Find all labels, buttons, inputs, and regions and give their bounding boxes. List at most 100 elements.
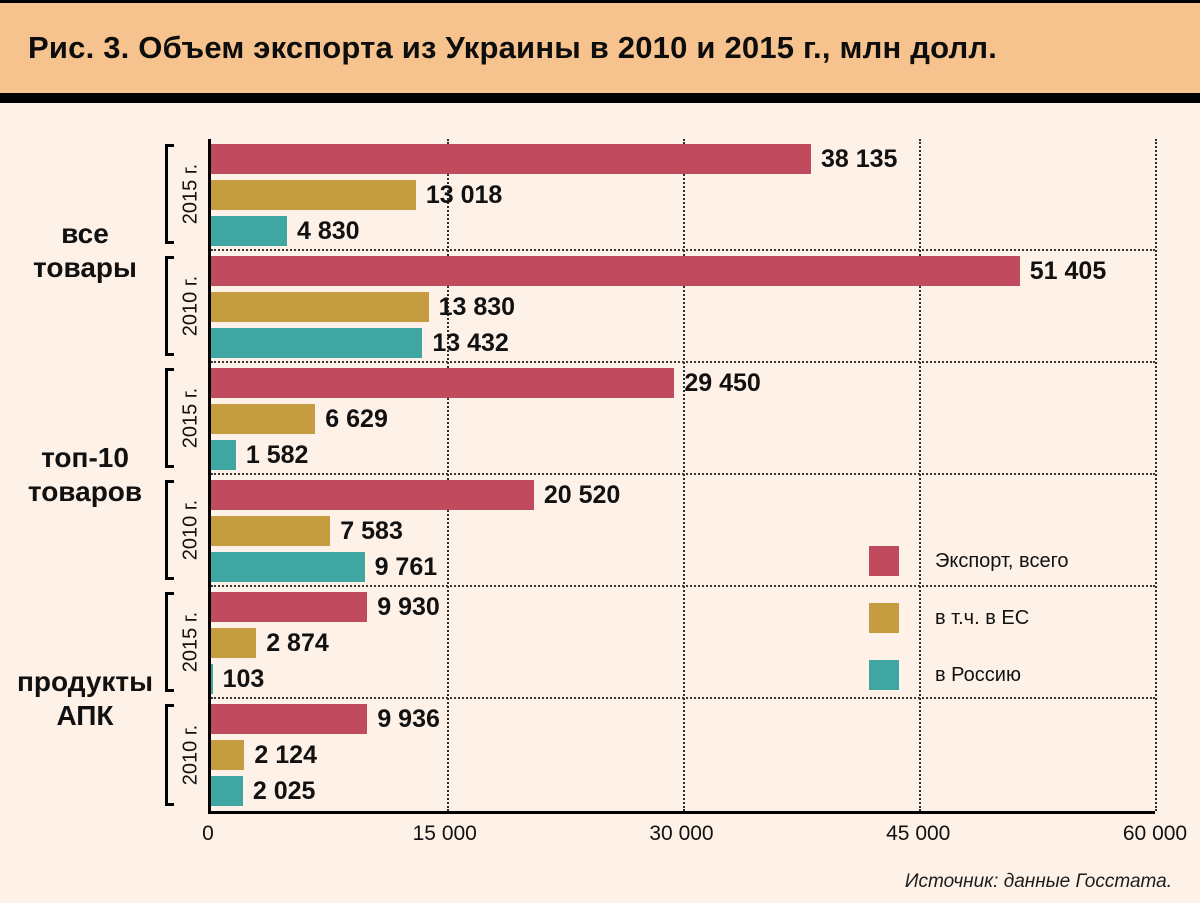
bar-russia: [211, 328, 423, 358]
bar-row: 103: [211, 661, 1155, 697]
legend-label: в т.ч. в ЕС: [935, 606, 1030, 629]
bar-row: 9 930: [211, 589, 1155, 625]
bar-value-label: 13 432: [432, 328, 509, 357]
year-subgroup: 2010 г. 9 936 2 124 2 025: [165, 699, 1155, 811]
bar-value-label: 103: [222, 664, 265, 693]
year-subgroup: 2010 г. 51 405 13 830 13 432: [165, 251, 1155, 363]
group-label: все товары: [33, 217, 137, 283]
gridline-45000: [919, 139, 921, 811]
bar-row: 2 874: [211, 625, 1155, 661]
year-label: 2015 г.: [179, 611, 202, 673]
x-tick-label: 45 000: [886, 822, 951, 845]
bar-eu: [211, 404, 316, 434]
bar-row: 13 432: [211, 325, 1155, 361]
title-divider: [0, 93, 1200, 103]
bar-russia: [211, 216, 287, 246]
year-label: 2015 г.: [179, 163, 202, 225]
year-subgroup: 2015 г. 9 930 2 874 103: [165, 587, 1155, 699]
legend-swatch-eu: [869, 603, 899, 633]
bar-value-label: 2 124: [254, 740, 317, 769]
bar-row: 2 124: [211, 737, 1155, 773]
bar-row: 2 025: [211, 773, 1155, 809]
bar-value-label: 2 025: [252, 776, 316, 805]
x-tick-label: 15 000: [412, 822, 477, 845]
bar-row: 1 582: [211, 437, 1155, 473]
x-tick-label: 0: [202, 822, 214, 845]
bar-value-label: 51 405: [1029, 256, 1107, 285]
bar-total: [211, 592, 368, 622]
year-label: 2010 г.: [179, 724, 202, 786]
year-bracket: [165, 256, 174, 356]
x-tick-label: 30 000: [649, 822, 714, 845]
bar-value-label: 7 583: [340, 516, 403, 545]
legend-label: в Россию: [935, 663, 1021, 686]
legend-swatch-russia: [869, 660, 899, 690]
bar-total: [211, 144, 811, 174]
bar-row: 13 830: [211, 289, 1155, 325]
year-subgroup: 2015 г. 29 450 6 629 1 582: [165, 363, 1155, 475]
bar-russia: [211, 776, 243, 806]
bar-total: [211, 256, 1020, 286]
plot-area: Экспорт, всего в т.ч. в ЕС в Россию все то…: [17, 139, 1187, 854]
source-note: Источник: данные Госстата.: [904, 871, 1172, 892]
bar-value-label: 2 874: [266, 628, 329, 657]
year-bracket: [165, 144, 174, 244]
bar-russia: [211, 664, 213, 694]
bar-row: 7 583: [211, 513, 1155, 549]
plot-rows: Экспорт, всего в т.ч. в ЕС в Россию все то…: [17, 139, 1157, 814]
bar-value-label: 4 830: [296, 216, 360, 245]
bar-row: 9 936: [211, 701, 1155, 737]
bar-row: 38 135: [211, 141, 1155, 177]
year-bracket: [165, 592, 174, 692]
x-tick-label: 60 000: [1122, 822, 1188, 845]
chart-title: Рис. 3. Объем экспорта из Украины в 2010…: [28, 30, 998, 65]
year-label: 2010 г.: [179, 499, 202, 561]
group-label: топ-10 товаров: [27, 441, 143, 507]
bar-group: продукты АПК 2015 г. 9 930 2 874 103 2010 г. 9…: [17, 587, 1155, 811]
x-axis-ticks: 0 15 000 30 000 45 000 60 000: [202, 814, 1187, 854]
gridline-15000: [447, 139, 449, 811]
bar-row: 9 761: [211, 549, 1155, 585]
bar-value-label: 29 450: [684, 368, 761, 397]
bar-eu: [211, 740, 245, 770]
bar-russia: [211, 440, 236, 470]
bar-russia: [211, 552, 365, 582]
legend-swatch-total: [869, 546, 899, 576]
bar-value-label: 9 936: [377, 704, 440, 733]
legend-item: в Россию: [869, 660, 1069, 690]
year-bracket: [165, 368, 174, 468]
year-label: 2010 г.: [179, 275, 202, 337]
bar-eu: [211, 180, 416, 210]
bar-group: все товары 2015 г. 38 135 13 018 4 830 2010 г…: [33, 139, 1155, 363]
bar-row: 20 520: [211, 477, 1155, 513]
group-label: продукты АПК: [16, 665, 154, 731]
bar-total: [211, 480, 534, 510]
bar-total: [211, 704, 368, 734]
bar-eu: [211, 292, 429, 322]
legend-item: в т.ч. в ЕС: [869, 603, 1069, 633]
bar-group: топ-10 товаров 2015 г. 29 450 6 629 1 582 201…: [28, 363, 1155, 587]
chart-title-bar: Рис. 3. Объем экспорта из Украины в 2010…: [0, 0, 1200, 93]
gridline-60000: [1155, 139, 1157, 811]
chart-region: Экспорт, всего в т.ч. в ЕС в Россию все то…: [0, 103, 1200, 903]
bar-value-label: 1 582: [245, 440, 309, 469]
year-subgroup: 2015 г. 38 135 13 018 4 830: [165, 139, 1155, 251]
bar-eu: [211, 516, 331, 546]
bar-row: 29 450: [211, 365, 1155, 401]
bar-eu: [211, 628, 257, 658]
bar-value-label: 38 135: [820, 144, 898, 173]
gridline-30000: [683, 139, 685, 811]
year-label: 2015 г.: [179, 387, 202, 449]
legend-item: Экспорт, всего: [869, 546, 1069, 576]
year-subgroup: 2010 г. 20 520 7 583 9 761: [165, 475, 1155, 587]
bar-row: 13 018: [211, 177, 1155, 213]
bar-row: 4 830: [211, 213, 1155, 249]
bar-value-label: 20 520: [543, 480, 621, 509]
bar-value-label: 9 761: [374, 552, 438, 581]
bar-total: [211, 368, 675, 398]
bar-row: 51 405: [211, 253, 1155, 289]
year-bracket: [165, 480, 174, 580]
bar-row: 6 629: [211, 401, 1155, 437]
bar-value-label: 13 830: [438, 292, 516, 321]
